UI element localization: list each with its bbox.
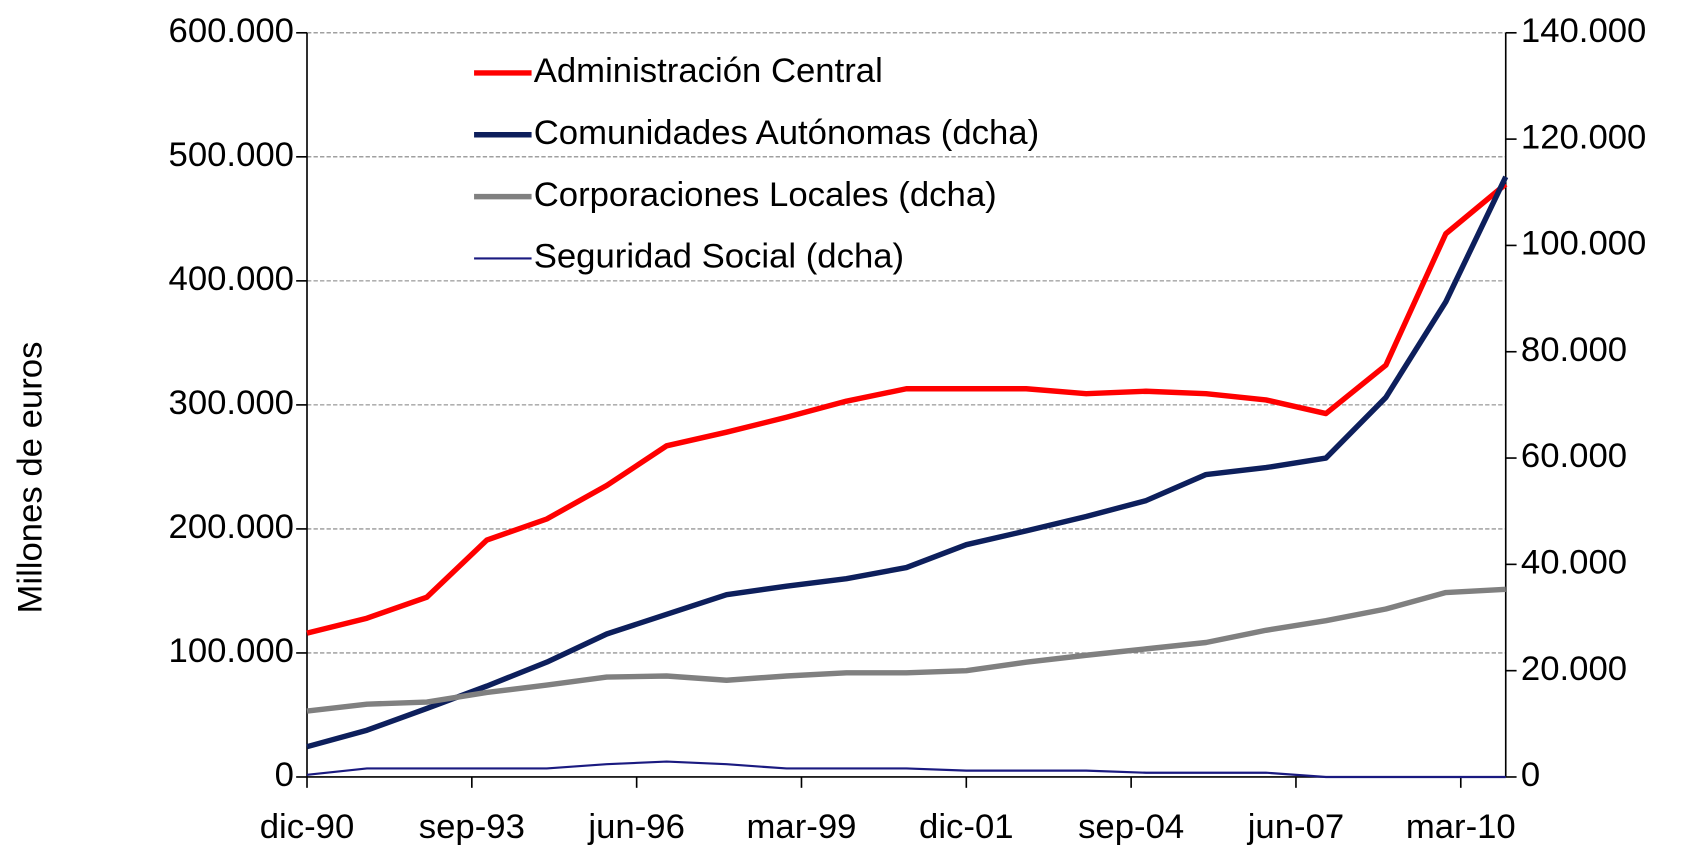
x-tick-label: mar-10 <box>1406 808 1516 846</box>
y2-tick-label: 120.000 <box>1521 118 1646 156</box>
legend-label: Seguridad Social (dcha) <box>534 238 904 276</box>
y2-tick-label: 100.000 <box>1521 225 1646 263</box>
legend-label: Comunidades Autónomas (dcha) <box>534 114 1039 152</box>
y-tick-label: 400.000 <box>169 260 294 298</box>
y-tick-label: 200.000 <box>169 508 294 546</box>
series-line <box>306 175 1509 750</box>
y2-tick-label: 0 <box>1521 756 1540 794</box>
y-tick-label: 100.000 <box>169 632 294 670</box>
y-axis-title: Millones de euros <box>12 342 50 614</box>
x-tick-label: jun-96 <box>587 808 684 846</box>
series-line <box>306 760 1506 779</box>
x-tick-label: sep-04 <box>1078 808 1184 846</box>
legend-label: Administración Central <box>534 52 883 90</box>
x-tick-label: dic-01 <box>919 808 1014 846</box>
y2-tick-label: 140.000 <box>1521 12 1646 50</box>
y-tick-label: 300.000 <box>169 384 294 422</box>
y2-tick-label: 60.000 <box>1521 437 1627 475</box>
series-line <box>306 586 1506 714</box>
y-tick-label: 500.000 <box>169 136 294 174</box>
x-tick-label: jun-07 <box>1247 808 1344 846</box>
y2-tick-label: 40.000 <box>1521 544 1627 582</box>
y-tick-label: 600.000 <box>169 12 294 50</box>
x-tick-label: sep-93 <box>419 808 525 846</box>
x-tick-label: dic-90 <box>260 808 355 846</box>
legend-label: Corporaciones Locales (dcha) <box>534 176 997 214</box>
y-tick-label: 0 <box>275 756 294 794</box>
series-line <box>306 182 1508 636</box>
y2-tick-label: 20.000 <box>1521 650 1627 688</box>
x-tick-label: mar-99 <box>747 808 857 846</box>
y2-tick-label: 80.000 <box>1521 331 1627 369</box>
